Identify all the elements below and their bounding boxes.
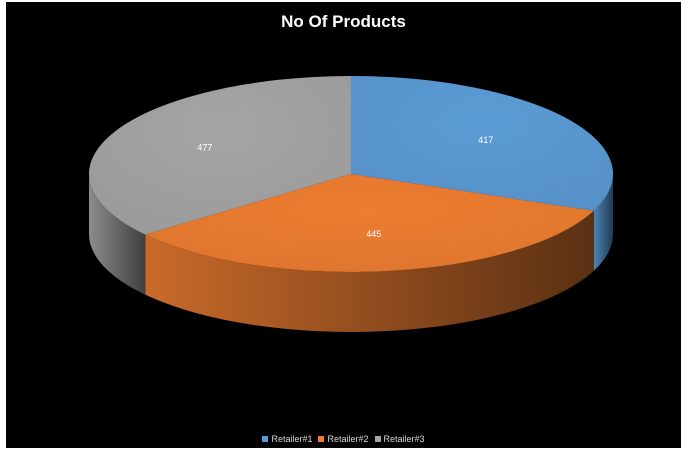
data-label-2: 445 xyxy=(366,229,381,239)
chart-area: No Of Products 417 445 477 Retailer#1 Retai… xyxy=(6,2,681,448)
legend-label-1: Retailer#1 xyxy=(271,434,313,444)
pie-slice-side-1 xyxy=(593,174,613,271)
legend-item-3: Retailer#3 xyxy=(374,434,425,444)
legend-swatch-3 xyxy=(374,436,381,442)
data-label-3: 477 xyxy=(197,142,212,152)
legend-label-2: Retailer#2 xyxy=(327,434,369,444)
pie-slice-1 xyxy=(351,76,614,211)
pie-chart: 417 445 477 xyxy=(89,76,614,332)
pie-slice-2 xyxy=(145,174,594,272)
legend-swatch-1 xyxy=(262,436,269,442)
pie-slice-3 xyxy=(89,76,352,235)
legend-item-2: Retailer#2 xyxy=(318,434,369,444)
legend-item-1: Retailer#1 xyxy=(262,434,312,444)
legend-swatch-2 xyxy=(318,436,325,442)
legend-label-3: Retailer#3 xyxy=(383,434,425,444)
pie-slice-side-3 xyxy=(89,174,146,295)
chart-title: No Of Products xyxy=(281,12,406,31)
legend: Retailer#1 Retailer#2 Retailer#3 xyxy=(6,434,681,444)
pie-slice-side-2 xyxy=(145,210,594,332)
data-label-1: 417 xyxy=(478,135,493,145)
